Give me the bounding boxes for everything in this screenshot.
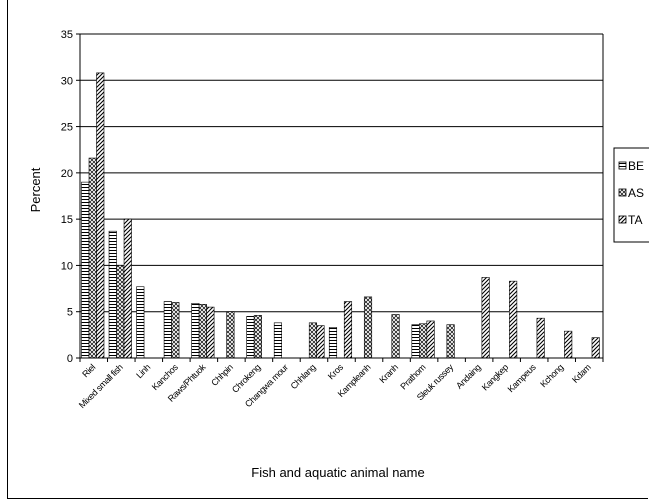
bar-be	[108, 230, 117, 359]
bar-as	[446, 324, 455, 359]
x-tick-label: Chhpin	[209, 362, 235, 388]
bar-be	[163, 301, 172, 359]
gridlines	[76, 33, 603, 359]
x-axis-title: Fish and aquatic animal name	[251, 465, 424, 480]
bar-ta	[536, 317, 545, 359]
bar-as	[88, 157, 97, 359]
bar-ta	[481, 277, 490, 359]
bar-as	[198, 304, 207, 359]
y-tick-label: 30	[61, 75, 73, 87]
legend-swatch	[618, 161, 627, 170]
x-tick-label: Kranh	[377, 362, 400, 385]
bar-as	[171, 302, 180, 359]
legend-label: TA	[628, 213, 642, 227]
y-tick-label: 10	[61, 260, 73, 272]
bar-be	[81, 181, 90, 359]
y-tick-label: 15	[61, 214, 73, 226]
bar-ta	[426, 320, 435, 359]
y-tick-label: 5	[67, 307, 73, 319]
bar-as	[253, 315, 262, 359]
y-axis-title: Percent	[28, 167, 43, 212]
bar-as	[419, 323, 428, 359]
axes	[79, 34, 604, 362]
bar-ta	[343, 301, 353, 359]
x-tick-label: Kchong	[538, 362, 565, 389]
bar-ta	[509, 280, 518, 359]
y-tick-label: 0	[67, 353, 73, 365]
bar-be	[328, 327, 338, 359]
legend: BE AS TA	[613, 147, 649, 243]
bar-as	[226, 311, 235, 359]
legend-label: BE	[628, 159, 644, 173]
y-tick-label: 35	[61, 29, 73, 41]
x-tick-label: Linh	[134, 362, 152, 380]
x-tick-label: Kdam	[570, 362, 593, 385]
x-tick-label: Chhlang	[289, 362, 318, 391]
bar-as	[391, 314, 400, 359]
bars	[81, 72, 600, 359]
x-tick-label: Kampeus	[506, 362, 539, 395]
y-tick-label: 25	[61, 122, 73, 134]
bar-ta	[123, 218, 132, 359]
bar-ta	[564, 330, 573, 359]
legend-swatch	[618, 215, 627, 224]
bar-be	[136, 286, 145, 359]
bar-ta	[316, 325, 325, 359]
bar-ta	[206, 306, 215, 359]
y-tick-labels: 0 5 10 15 20 25 30 35	[61, 29, 73, 365]
bar-as	[308, 322, 318, 359]
bar-ta	[591, 337, 600, 359]
legend-label: AS	[628, 186, 644, 200]
bar-as	[363, 296, 373, 359]
x-tick-label: Riel	[80, 362, 97, 379]
bar-ta	[96, 72, 105, 359]
y-tick-label: 20	[61, 168, 73, 180]
bar-be	[273, 322, 282, 359]
bar-be	[246, 316, 255, 359]
chart-frame	[7, 0, 648, 499]
bar-be	[411, 324, 420, 359]
legend-swatch	[618, 188, 627, 197]
bar-be	[191, 303, 200, 359]
x-tick-label: Andaing	[454, 362, 483, 391]
bar-as	[116, 265, 125, 359]
x-tick-label: Kros	[326, 362, 346, 382]
